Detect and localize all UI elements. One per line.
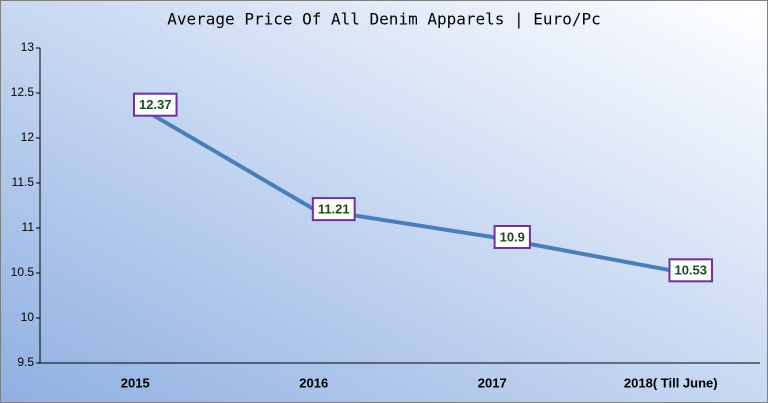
data-label: 10.9: [500, 229, 525, 244]
y-tick-label: 12: [21, 130, 35, 144]
data-label-box: [668, 258, 714, 283]
x-tick-label: 2015: [121, 375, 150, 390]
y-tick-label: 10: [21, 310, 35, 324]
data-label: 12.37: [139, 97, 172, 112]
x-tick-label: 2017: [478, 375, 507, 390]
y-tick-label: 9.5: [17, 355, 34, 369]
chart-title: Average Price Of All Denim Apparels | Eu…: [167, 10, 600, 29]
data-label-box: [132, 92, 178, 117]
data-label: 11.21: [318, 202, 350, 217]
x-tick-label: 2018( Till June): [624, 375, 718, 390]
y-tick-label: 11.5: [12, 175, 35, 189]
data-label-box: [493, 225, 531, 249]
y-tick-label: 12.5: [11, 85, 35, 99]
line: [134, 102, 672, 273]
data-label: 10.53: [674, 263, 707, 278]
x-tick-label: 2016: [299, 375, 328, 390]
y-tick-label: 11: [22, 220, 35, 234]
data-label-box: [311, 197, 356, 222]
y-tick-label: 13: [21, 40, 35, 54]
y-tick-label: 10.5: [11, 265, 35, 279]
